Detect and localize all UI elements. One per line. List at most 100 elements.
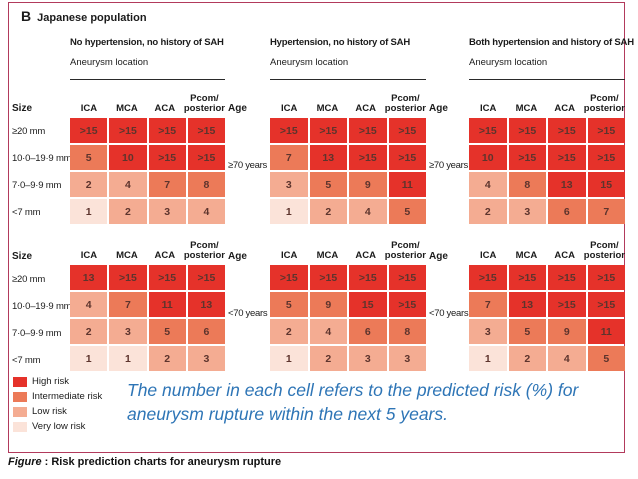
age-column: Age ≥70 years [426, 37, 469, 225]
age-group-label: ≥70 years [429, 159, 468, 171]
risk-cell: >15 [587, 292, 625, 317]
risk-cell: >15 [187, 265, 225, 290]
risk-table-htn-70plus: Hypertension, no history of SAH Aneurysm… [270, 37, 426, 225]
location-column-header: ACA [154, 103, 176, 115]
legend-label: Very low risk [32, 421, 86, 432]
legend-item: Low risk [13, 405, 102, 418]
location-column-header: ICA [280, 103, 298, 115]
risk-cell: 15 [587, 172, 625, 197]
risk-cell: 4 [70, 292, 108, 317]
location-column-header: Pcom/posterior [583, 93, 625, 115]
risk-cell: 1 [70, 199, 108, 224]
panel-label: B [21, 8, 32, 24]
risk-grid: >15 >15 >15 >15 5 10 >15 >15 2 4 7 8 1 2 3 4 [70, 118, 225, 224]
size-row-label: 7·0–9·9 mm [12, 328, 62, 339]
location-column-header: Pcom/posterior [183, 93, 225, 115]
risk-cell: 3 [187, 346, 225, 371]
risk-table-both-under70: ICA MCA ACA Pcom/posterior >15 >15 >15 >15 7 13 >… [469, 232, 625, 373]
risk-cell: >15 [349, 145, 387, 170]
size-column: Size ≥20 mm 10·0–19·9 mm 7·0–9·9 mm <7 mm [12, 37, 72, 225]
size-column: Size ≥20 mm 10·0–19·9 mm 7·0–9·9 mm <7 mm [12, 232, 72, 373]
risk-cell: 7 [148, 172, 186, 197]
figure-caption-text: : Risk prediction charts for aneurysm ru… [44, 456, 282, 468]
risk-cell: 4 [469, 172, 507, 197]
risk-cell: 1 [270, 199, 308, 224]
risk-cell: >15 [548, 292, 586, 317]
risk-table-no-htn-70plus: No hypertension, no history of SAH Aneur… [70, 37, 225, 225]
risk-cell: >15 [587, 118, 625, 143]
legend-label: High risk [32, 376, 69, 387]
age-column: Age <70 years [426, 232, 469, 373]
risk-cell: >15 [388, 118, 426, 143]
risk-cell: 9 [548, 319, 586, 344]
risk-cell: >15 [548, 145, 586, 170]
age-column: Age ≥70 years [225, 37, 270, 225]
risk-cell: 5 [309, 172, 347, 197]
risk-cell: 2 [70, 319, 108, 344]
risk-cell: >15 [309, 265, 347, 290]
risk-cell: >15 [349, 118, 387, 143]
legend-swatch-icon [13, 391, 27, 402]
size-row-label: 7·0–9·9 mm [12, 180, 62, 191]
location-column-header: MCA [116, 250, 138, 262]
location-headers: ICA MCA ACA Pcom/posterior [469, 83, 625, 115]
risk-cell: 2 [309, 346, 347, 371]
location-column-header: ACA [554, 103, 575, 115]
risk-cell: 2 [70, 172, 108, 197]
risk-grid: >15 >15 >15 >15 7 13 >15 >15 3 5 9 11 1 2 4 5 [270, 118, 426, 224]
risk-cell: 3 [148, 199, 186, 224]
risk-cell: 10 [469, 145, 507, 170]
risk-cell: 1 [70, 346, 108, 371]
risk-cell: >15 [109, 265, 147, 290]
size-header: Size [12, 251, 33, 262]
risk-legend: High risk Intermediate risk Low risk Very l… [13, 375, 102, 433]
risk-cell: 13 [508, 292, 546, 317]
location-column-header: ACA [154, 250, 176, 262]
location-headers: ICA MCA ACA Pcom/posterior [270, 232, 426, 262]
risk-cell: >15 [548, 118, 586, 143]
risk-table-no-htn-under70: ICA MCA ACA Pcom/posterior 13 >15 >15 >15 4 7 11 1… [70, 232, 225, 373]
risk-cell: >15 [148, 118, 186, 143]
risk-cell: >15 [508, 265, 546, 290]
risk-cell: 7 [469, 292, 507, 317]
aneurysm-location-label: Aneurysm location [469, 57, 625, 80]
location-headers: ICA MCA ACA Pcom/posterior [469, 232, 625, 262]
risk-cell: 4 [187, 199, 225, 224]
location-column-header: MCA [316, 103, 339, 115]
aneurysm-location-label: Aneurysm location [70, 57, 225, 80]
section-age-70plus: Size ≥20 mm 10·0–19·9 mm 7·0–9·9 mm <7 mm N… [12, 37, 634, 225]
risk-grid: >15 >15 >15 >15 10 >15 >15 >15 4 8 13 15 2 3 6 7 [469, 118, 625, 224]
legend-label: Intermediate risk [32, 391, 103, 402]
risk-cell: >15 [388, 292, 426, 317]
risk-cell: 1 [109, 346, 147, 371]
location-column-header: ACA [554, 250, 575, 262]
risk-cell: >15 [270, 265, 308, 290]
size-row-label: 10·0–19·9 mm [12, 153, 72, 164]
age-column: Age <70 years [225, 232, 270, 373]
risk-cell: 7 [109, 292, 147, 317]
risk-cell: >15 [187, 118, 225, 143]
risk-cell: 5 [587, 346, 625, 371]
risk-cell: 13 [548, 172, 586, 197]
risk-cell: 2 [270, 319, 308, 344]
risk-cell: 13 [187, 292, 225, 317]
risk-cell: 5 [70, 145, 108, 170]
size-row-labels: ≥20 mm 10·0–19·9 mm 7·0–9·9 mm <7 mm [12, 119, 72, 225]
risk-cell: 6 [349, 319, 387, 344]
risk-cell: 4 [548, 346, 586, 371]
figure-frame: B Japanese population Size ≥20 mm 10·0–19·… [8, 2, 634, 453]
legend-swatch-icon [13, 406, 27, 417]
risk-cell: 5 [508, 319, 546, 344]
risk-cell: 15 [349, 292, 387, 317]
location-headers: ICA MCA ACA Pcom/posterior [70, 83, 225, 115]
age-group-label: <70 years [228, 307, 268, 319]
location-headers: ICA MCA ACA Pcom/posterior [70, 232, 225, 262]
risk-cell: >15 [388, 265, 426, 290]
risk-cell: 3 [469, 319, 507, 344]
risk-cell: >15 [349, 265, 387, 290]
group-title: Both hypertension and history of SAH [469, 37, 634, 48]
location-column-header: MCA [515, 103, 538, 115]
size-row-label: <7 mm [12, 355, 41, 366]
risk-cell: 3 [270, 172, 308, 197]
group-title: Hypertension, no history of SAH [270, 37, 411, 48]
